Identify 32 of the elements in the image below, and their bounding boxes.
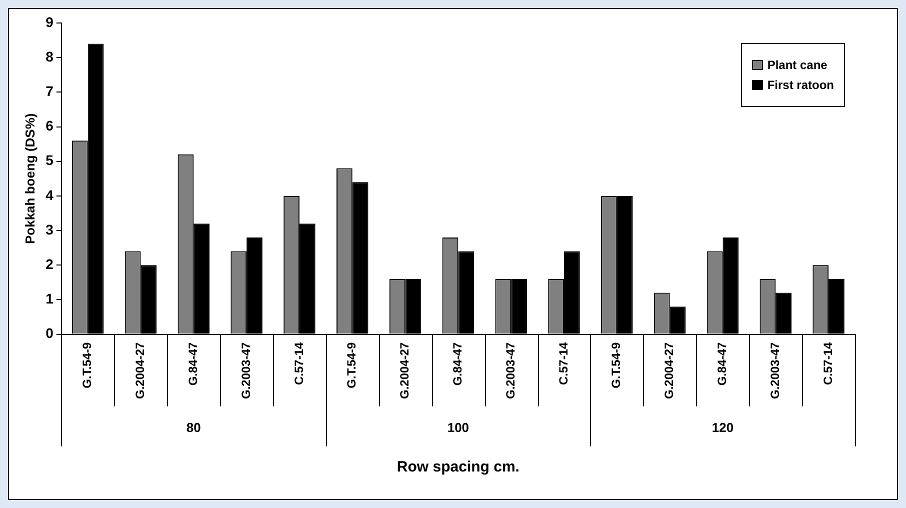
y-tick-label: 9 <box>46 14 54 30</box>
text: 80 <box>186 420 201 435</box>
y-tick-label: 4 <box>46 186 54 203</box>
x-tick-label: G.84-47 <box>715 342 730 386</box>
x-tick-label: G.2004-27 <box>133 342 148 400</box>
x-tick-label: G.2004-27 <box>662 342 676 400</box>
y-tick-label: 2 <box>46 256 54 272</box>
x-tick-label: G.84-47 <box>186 342 200 386</box>
x-tick-label: C.57-14 <box>820 342 835 385</box>
x-tick-label: C.57-14 <box>556 342 570 385</box>
x-tick-label: G.2003-47 <box>768 342 782 400</box>
x-tick-label: C.57-14 <box>292 342 306 385</box>
y-tick-label: 6 <box>46 118 54 134</box>
y-tick-label: 0 <box>46 325 54 342</box>
y-axis-title: Pokkah boeng (DS%) <box>22 113 38 244</box>
x-axis-title: Row spacing cm. <box>396 458 520 476</box>
x-tick-label: G.84-47 <box>450 342 465 386</box>
y-tick-label: 1 <box>46 290 54 307</box>
y-tick-label: 8 <box>46 48 54 64</box>
legend-label: First ratoon <box>767 78 834 92</box>
x-tick-label: G.T.54-9 <box>80 342 94 388</box>
x-tick-label: G.T.54-9 <box>609 342 624 388</box>
x-tick-label: G.2003-47 <box>503 342 518 400</box>
text: 120 <box>712 420 734 435</box>
legend-label: Plant cane <box>767 58 828 72</box>
y-tick-label: 3 <box>46 221 54 238</box>
x-tick-label: G.T.54-9 <box>344 342 359 388</box>
x-tick-label: G.2003-47 <box>238 342 253 400</box>
x-tick-label: G.2004-27 <box>398 342 412 400</box>
y-tick-label: 7 <box>46 83 54 100</box>
y-tick-label: 5 <box>46 152 54 168</box>
text: 100 <box>447 420 470 435</box>
